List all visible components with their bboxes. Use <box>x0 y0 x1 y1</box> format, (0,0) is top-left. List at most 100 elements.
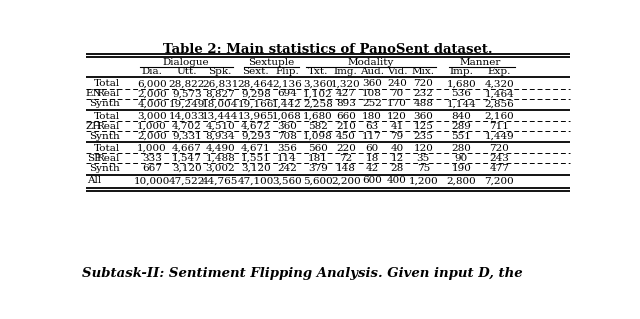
Text: 3,560: 3,560 <box>272 176 302 185</box>
Text: 9,331: 9,331 <box>172 131 202 141</box>
Text: 360: 360 <box>362 79 382 88</box>
Text: 235: 235 <box>413 131 433 141</box>
Text: 70: 70 <box>390 89 404 98</box>
Text: 1,000: 1,000 <box>137 122 167 130</box>
Text: Txt.: Txt. <box>308 67 328 76</box>
Text: 9,298: 9,298 <box>241 89 271 98</box>
Text: 356: 356 <box>277 144 297 153</box>
Text: Synth: Synth <box>90 131 120 141</box>
Text: 42: 42 <box>365 164 379 173</box>
Text: 44,765: 44,765 <box>202 176 239 185</box>
Text: 170: 170 <box>387 99 407 108</box>
Text: 1,102: 1,102 <box>303 89 333 98</box>
Text: 711: 711 <box>490 122 509 130</box>
Text: 582: 582 <box>308 122 328 130</box>
Text: 2,258: 2,258 <box>303 99 333 108</box>
Text: 660: 660 <box>336 112 356 121</box>
Text: Sext.: Sext. <box>243 67 269 76</box>
Text: 40: 40 <box>390 144 404 153</box>
Text: 3,002: 3,002 <box>205 164 235 173</box>
Text: 190: 190 <box>451 164 471 173</box>
Text: 14,033: 14,033 <box>169 112 205 121</box>
Text: Imp.: Imp. <box>449 67 473 76</box>
Text: ZH: ZH <box>86 122 102 130</box>
Text: Total: Total <box>94 79 120 88</box>
Text: Real: Real <box>97 122 120 130</box>
Text: 477: 477 <box>490 164 509 173</box>
Text: Real: Real <box>97 89 120 98</box>
Text: 4,510: 4,510 <box>205 122 235 130</box>
Text: 1,464: 1,464 <box>484 89 514 98</box>
Text: 242: 242 <box>277 164 297 173</box>
Text: 4,667: 4,667 <box>172 144 202 153</box>
Text: 1,098: 1,098 <box>303 131 333 141</box>
Text: 47,522: 47,522 <box>169 176 205 185</box>
Text: Synth: Synth <box>90 99 120 108</box>
Text: 75: 75 <box>417 164 430 173</box>
Text: 4,490: 4,490 <box>205 144 235 153</box>
Text: 252: 252 <box>362 99 382 108</box>
Text: 210: 210 <box>336 122 356 130</box>
Text: 117: 117 <box>362 131 382 141</box>
Text: Exp.: Exp. <box>488 67 511 76</box>
Text: 379: 379 <box>308 164 328 173</box>
Text: 41: 41 <box>390 122 404 130</box>
Text: 35: 35 <box>417 154 430 163</box>
Text: 240: 240 <box>387 79 407 88</box>
Text: 1,488: 1,488 <box>205 154 235 163</box>
Text: 9,293: 9,293 <box>241 131 271 141</box>
Text: 18: 18 <box>365 154 379 163</box>
Text: 12: 12 <box>390 154 404 163</box>
Text: 60: 60 <box>365 144 379 153</box>
Text: 1,068: 1,068 <box>272 112 302 121</box>
Text: 63: 63 <box>365 122 379 130</box>
Text: Dialogue: Dialogue <box>163 58 209 67</box>
Text: 2,800: 2,800 <box>447 176 476 185</box>
Text: 13,965: 13,965 <box>237 112 274 121</box>
Text: 560: 560 <box>308 144 328 153</box>
Text: 114: 114 <box>277 154 297 163</box>
Text: 4,671: 4,671 <box>241 144 271 153</box>
Text: 2,136: 2,136 <box>272 79 302 88</box>
Text: 47,100: 47,100 <box>237 176 274 185</box>
Text: Table 2: Main statistics of PanoSent dataset.: Table 2: Main statistics of PanoSent dat… <box>163 43 493 56</box>
Text: 333: 333 <box>142 154 162 163</box>
Text: 450: 450 <box>336 131 356 141</box>
Text: 400: 400 <box>387 176 407 185</box>
Text: EN: EN <box>86 89 102 98</box>
Text: 125: 125 <box>413 122 433 130</box>
Text: 280: 280 <box>451 144 471 153</box>
Text: 720: 720 <box>490 144 509 153</box>
Text: 26,831: 26,831 <box>202 79 239 88</box>
Text: 120: 120 <box>387 112 407 121</box>
Text: 4,672: 4,672 <box>241 122 271 130</box>
Text: 19,249: 19,249 <box>169 99 205 108</box>
Text: Aud.: Aud. <box>360 67 384 76</box>
Text: 72: 72 <box>339 154 353 163</box>
Text: 8,827: 8,827 <box>205 89 235 98</box>
Text: 108: 108 <box>362 89 382 98</box>
Text: 79: 79 <box>390 131 404 141</box>
Text: Manner: Manner <box>460 58 501 67</box>
Text: 9,573: 9,573 <box>172 89 202 98</box>
Text: 551: 551 <box>451 131 471 141</box>
Text: 1,000: 1,000 <box>137 144 167 153</box>
Text: Subtask-II: Sentiment Flipping Analysis. Given input D, the: Subtask-II: Sentiment Flipping Analysis.… <box>83 267 523 280</box>
Text: 1,442: 1,442 <box>272 99 302 108</box>
Text: Img.: Img. <box>334 67 358 76</box>
Text: 7,200: 7,200 <box>484 176 514 185</box>
Text: 1,680: 1,680 <box>303 112 333 121</box>
Text: Total: Total <box>94 112 120 121</box>
Text: Synth: Synth <box>90 164 120 173</box>
Text: 840: 840 <box>451 112 471 121</box>
Text: 10,000: 10,000 <box>134 176 170 185</box>
Text: 3,120: 3,120 <box>241 164 271 173</box>
Text: 536: 536 <box>451 89 471 98</box>
Text: 893: 893 <box>336 99 356 108</box>
Text: 180: 180 <box>362 112 382 121</box>
Text: 667: 667 <box>142 164 162 173</box>
Text: 13,444: 13,444 <box>202 112 239 121</box>
Text: 2,160: 2,160 <box>484 112 514 121</box>
Text: 1,547: 1,547 <box>172 154 202 163</box>
Text: 720: 720 <box>413 79 433 88</box>
